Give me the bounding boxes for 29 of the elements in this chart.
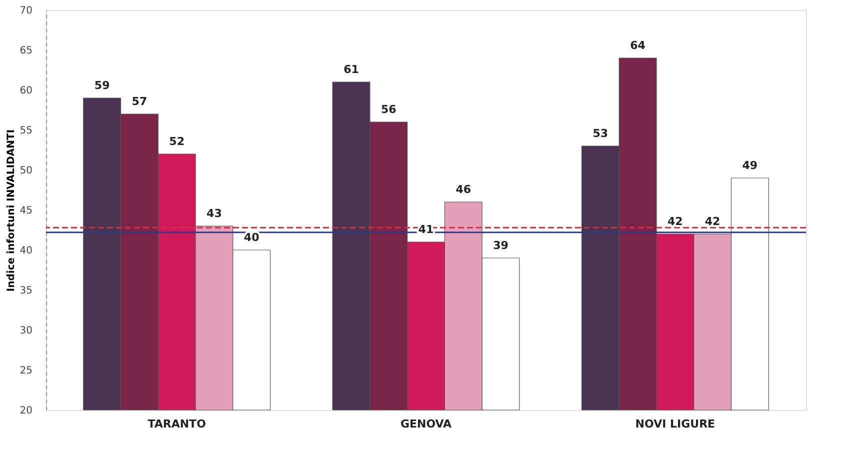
x-tick-label: TARANTO: [148, 418, 206, 430]
y-axis-title: Indice infortuni INVALIDANTI: [6, 129, 17, 292]
y-tick-label: 50: [20, 166, 32, 176]
y-tick-label: 45: [20, 206, 32, 216]
data-label: 42: [668, 215, 683, 228]
data-label: 39: [493, 239, 508, 252]
data-label: 49: [742, 159, 758, 172]
data-label: 59: [94, 79, 110, 92]
y-tick-label: 60: [20, 86, 32, 96]
y-tick-label: 70: [20, 6, 32, 16]
x-tick-label: GENOVA: [400, 418, 452, 430]
data-label: 46: [456, 183, 472, 196]
data-label: 61: [344, 63, 359, 76]
y-tick-label: 20: [20, 406, 32, 416]
data-label: 56: [380, 103, 397, 116]
data-label: 52: [169, 135, 184, 148]
y-tick-label: 30: [20, 326, 32, 336]
y-tick-label: 65: [20, 46, 32, 56]
data-label: 43: [206, 207, 222, 220]
y-tick-label: 25: [20, 366, 32, 376]
data-label: 42: [704, 215, 720, 228]
data-label: 53: [592, 127, 608, 140]
x-tick-label: NOVI LIGURE: [635, 418, 716, 430]
data-label: 64: [630, 39, 646, 52]
data-label: 57: [132, 95, 148, 108]
data-label: 40: [244, 231, 260, 244]
y-tick-label: 55: [20, 126, 32, 136]
y-tick-label: 35: [20, 286, 32, 296]
y-tick-label: 40: [20, 246, 32, 256]
